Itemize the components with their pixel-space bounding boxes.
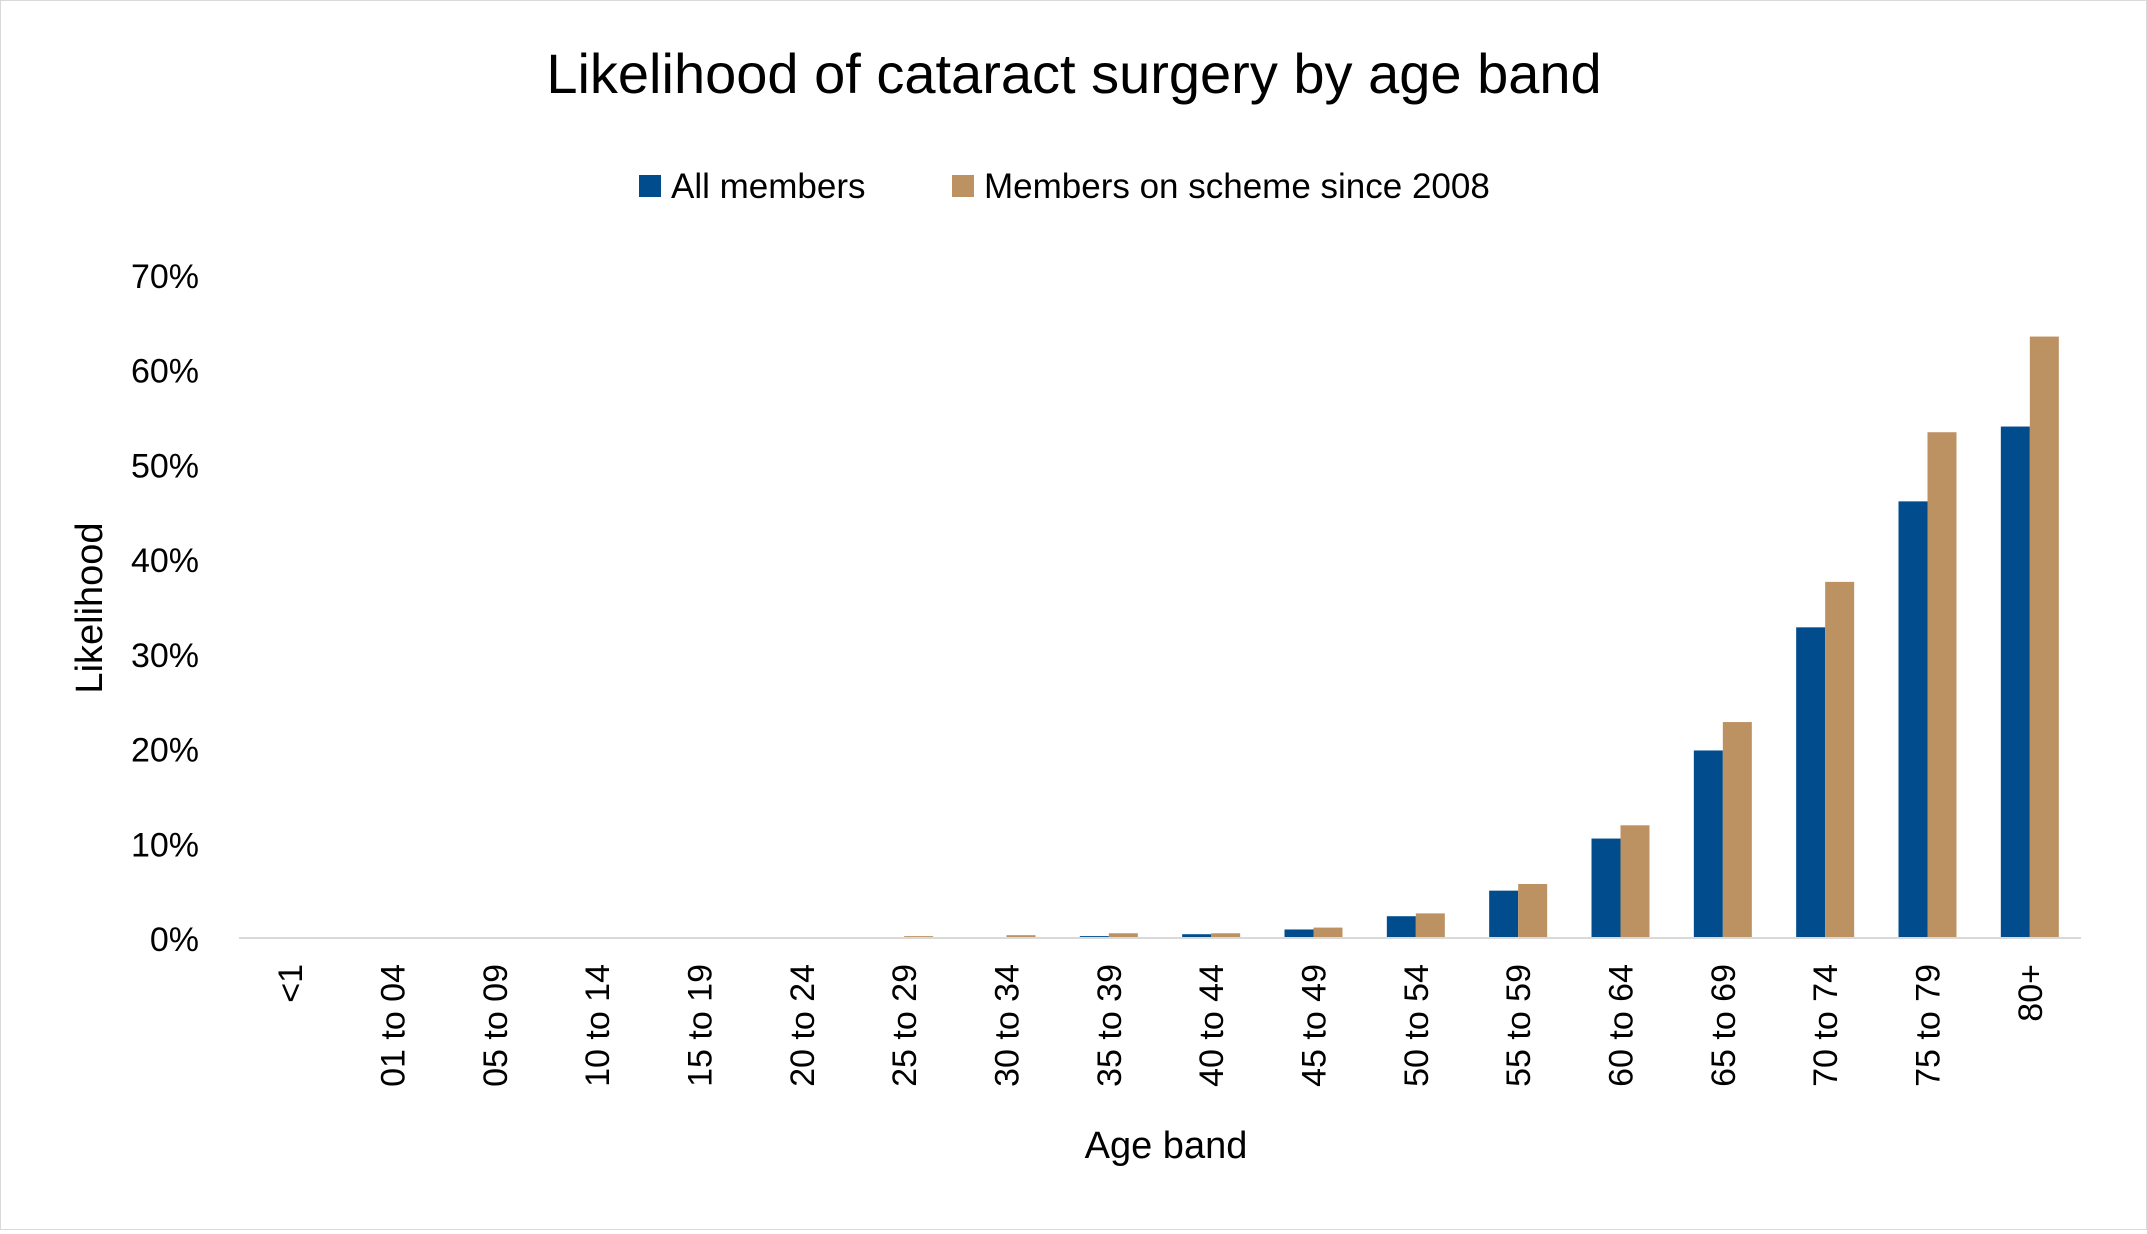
x-tick-label: 30 to 34 [989, 964, 1027, 1087]
bar-all-members-17 [1899, 501, 1928, 938]
y-axis-label: Likelihood [69, 522, 111, 693]
y-tick-label: 0% [150, 921, 199, 959]
bar-all-members-16 [1796, 627, 1825, 938]
y-tick-label: 30% [131, 637, 199, 675]
x-tick-label: 50 to 54 [1398, 964, 1436, 1087]
x-tick-label: 25 to 29 [886, 964, 924, 1087]
x-tick-label: 45 to 49 [1296, 964, 1334, 1087]
legend-swatch [639, 175, 661, 197]
bar-since-2008-12 [1416, 913, 1445, 938]
x-tick-label: 55 to 59 [1500, 964, 1538, 1087]
x-axis-ticks: <1 01 to 04 05 to 09 10 to 14 15 to 19 20 to … [272, 964, 2050, 1087]
x-tick-label: <1 [272, 964, 310, 1003]
bar-since-2008-15 [1723, 722, 1752, 938]
x-tick-label: 75 to 79 [1910, 964, 1948, 1087]
bar-since-2008-16 [1825, 582, 1854, 938]
legend: All members Members on scheme since 2008 [639, 167, 1490, 206]
y-tick-label: 10% [131, 826, 199, 864]
bar-all-members-13 [1489, 891, 1518, 938]
x-axis-label: Age band [1085, 1125, 1248, 1167]
bar-since-2008-13 [1518, 884, 1547, 938]
bar-all-members-11 [1285, 929, 1314, 938]
x-tick-label: 70 to 74 [1807, 964, 1845, 1087]
x-tick-label: 20 to 24 [784, 964, 822, 1087]
y-tick-label: 50% [131, 447, 199, 485]
y-axis-ticks: 0% 10% 20% 30% 40% 50% 60% 70% [131, 258, 199, 959]
x-tick-label: 15 to 19 [682, 964, 720, 1087]
x-tick-label: 05 to 09 [477, 964, 515, 1087]
x-tick-label: 10 to 14 [579, 964, 617, 1087]
bars [875, 337, 2059, 938]
y-tick-label: 40% [131, 542, 199, 580]
bar-all-members-15 [1694, 750, 1723, 938]
bar-since-2008-11 [1314, 928, 1343, 938]
y-tick-label: 60% [131, 353, 199, 391]
chart-title: Likelihood of cataract surgery by age ba… [546, 42, 1601, 105]
bar-all-members-12 [1387, 916, 1416, 938]
y-tick-label: 20% [131, 732, 199, 770]
x-tick-label: 01 to 04 [375, 964, 413, 1087]
legend-swatch [952, 175, 974, 197]
bar-since-2008-14 [1621, 825, 1650, 938]
legend-label: All members [671, 167, 865, 206]
x-tick-label: 65 to 69 [1705, 964, 1743, 1087]
bar-all-members-18 [2001, 427, 2030, 938]
x-tick-label: 80+ [2012, 964, 2050, 1022]
x-tick-label: 60 to 64 [1603, 964, 1641, 1087]
x-tick-label: 35 to 39 [1091, 964, 1129, 1087]
y-tick-label: 70% [131, 258, 199, 296]
bar-since-2008-17 [1928, 432, 1957, 938]
legend-label: Members on scheme since 2008 [984, 167, 1490, 206]
x-tick-label: 40 to 44 [1193, 964, 1231, 1087]
bar-since-2008-18 [2030, 337, 2059, 938]
bar-all-members-14 [1592, 839, 1621, 938]
